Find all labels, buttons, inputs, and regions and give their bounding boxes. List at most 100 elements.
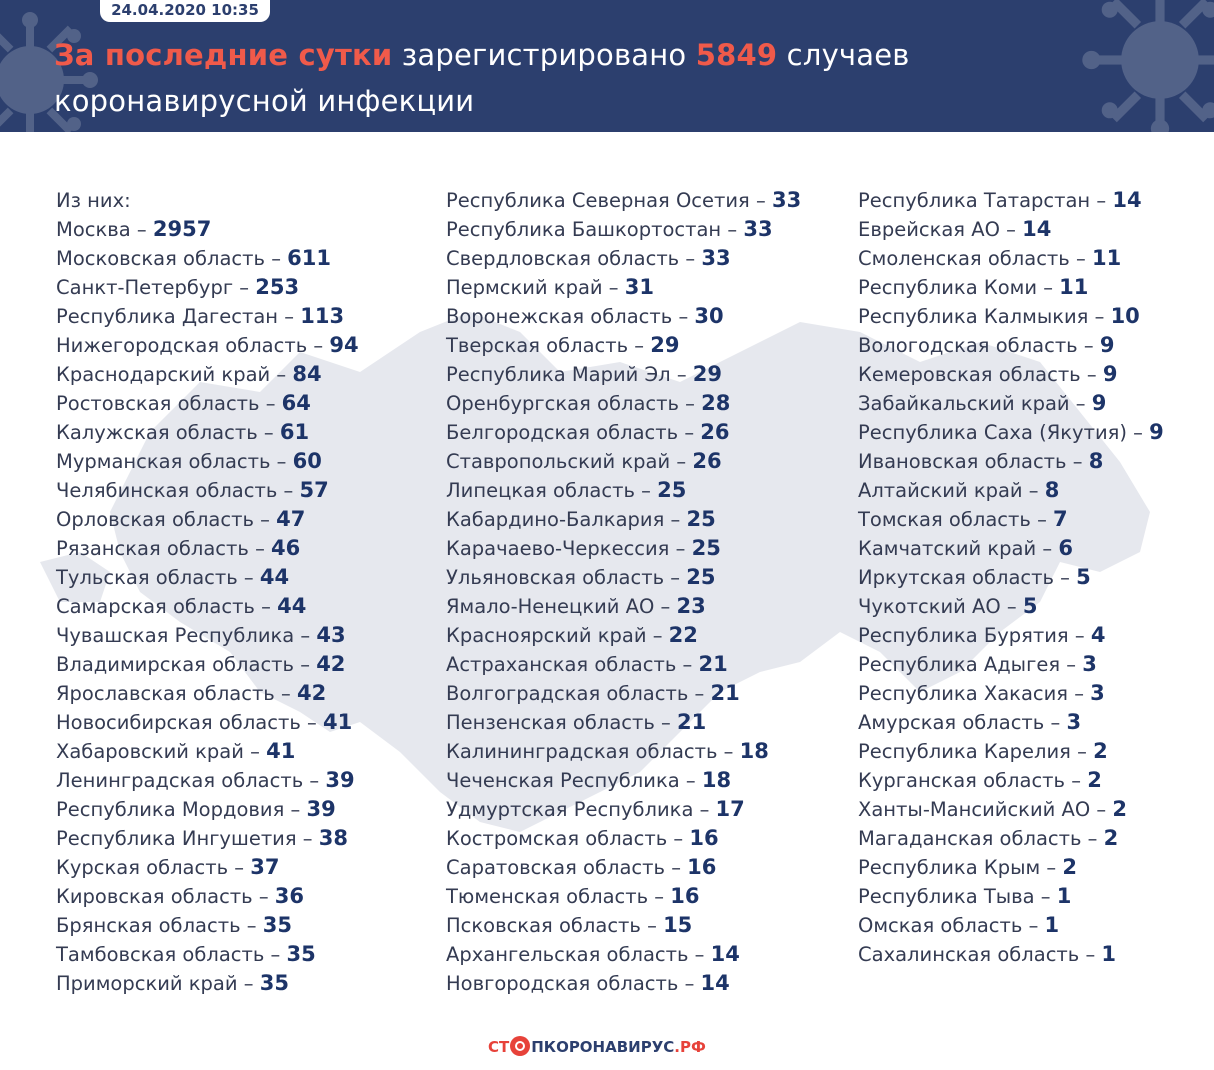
- region-name: Новгородская область: [446, 972, 679, 995]
- case-count: 36: [274, 884, 305, 908]
- case-count: 25: [657, 478, 687, 502]
- region-name: Владимирская область: [56, 653, 295, 676]
- case-count: 33: [743, 217, 773, 241]
- list-item: Курская область – 37: [56, 855, 280, 879]
- case-count: 2: [1087, 768, 1102, 792]
- case-count: 17: [715, 797, 745, 821]
- list-item: Челябинская область – 57: [56, 478, 329, 502]
- list-item: Брянская область – 35: [56, 913, 292, 937]
- region-name: Пермский край: [446, 276, 603, 299]
- region-name: Рязанская область: [56, 537, 249, 560]
- region-name: Республика Дагестан: [56, 305, 279, 328]
- region-name: Республика Мордовия: [56, 798, 285, 821]
- list-item: Еврейская АО – 14: [858, 217, 1052, 241]
- headline-accent: За последние сутки: [54, 38, 393, 72]
- stop-logo-icon: [510, 1036, 531, 1056]
- list-item: Хабаровский край – 41: [56, 739, 296, 763]
- region-name: Республика Коми: [858, 276, 1038, 299]
- region-name: Тюменская область: [446, 885, 649, 908]
- list-item: Республика Татарстан – 14: [858, 188, 1142, 212]
- list-item: Курганская область – 2: [858, 768, 1102, 792]
- region-name: Омская область: [858, 914, 1023, 937]
- region-name: Липецкая область: [446, 479, 635, 502]
- list-item: Калужская область – 61: [56, 420, 310, 444]
- region-name: Тверская область: [446, 334, 629, 357]
- case-count: 46: [271, 536, 301, 560]
- list-item: Республика Крым – 2: [858, 855, 1077, 879]
- region-name: Амурская область: [858, 711, 1045, 734]
- virus-icon: [1082, 0, 1214, 132]
- list-item: Иркутская область – 5: [858, 565, 1091, 589]
- region-name: Калининградская область: [446, 740, 718, 763]
- case-count: 57: [299, 478, 329, 502]
- list-item: Кировская область – 36: [56, 884, 305, 908]
- case-count: 60: [292, 449, 322, 473]
- case-count: 5: [1022, 594, 1038, 618]
- region-name: Томская область: [858, 508, 1031, 531]
- list-item: Оренбургская область – 28: [446, 391, 731, 415]
- list-item: Красноярский край – 22: [446, 623, 698, 647]
- region-name: Смоленская область: [858, 247, 1070, 270]
- case-count: 84: [292, 362, 322, 386]
- list-item: Калининградская область – 18: [446, 739, 769, 763]
- list-item: Новгородская область – 14: [446, 971, 730, 995]
- list-item: Республика Карелия – 2: [858, 739, 1108, 763]
- case-count: 21: [677, 710, 707, 734]
- logo-text-start: СТ: [488, 1038, 510, 1056]
- case-count: 2: [1103, 826, 1119, 850]
- region-name: Московская область: [56, 247, 265, 270]
- region-name: Ямало-Ненецкий АО: [446, 595, 655, 618]
- region-name: Пензенская область: [446, 711, 655, 734]
- case-count: 10: [1110, 304, 1140, 328]
- list-item: Республика Хакасия – 3: [858, 681, 1105, 705]
- region-name: Республика Северная Осетия: [446, 189, 750, 212]
- region-name: Чувашская Республика: [56, 624, 295, 647]
- region-name: Мурманская область: [56, 450, 271, 473]
- region-name: Карачаево-Черкессия: [446, 537, 670, 560]
- list-item: Тамбовская область – 35: [56, 942, 316, 966]
- region-name: Новосибирская область: [56, 711, 301, 734]
- list-item: Ямало-Ненецкий АО – 23: [446, 594, 706, 618]
- region-name: Брянская область: [56, 914, 241, 937]
- case-count: 611: [287, 246, 331, 270]
- case-count: 44: [259, 565, 290, 589]
- region-name: Саратовская область: [446, 856, 665, 879]
- region-name: Кемеровская область: [858, 363, 1081, 386]
- list-item: Мурманская область – 60: [56, 449, 322, 473]
- region-name: Республика Татарстан: [858, 189, 1091, 212]
- list-item: Ярославская область – 42: [56, 681, 327, 705]
- case-count: 3: [1082, 652, 1097, 676]
- list-item: Воронежская область – 30: [446, 304, 724, 328]
- list-item: Костромская область – 16: [446, 826, 719, 850]
- list-item: Ростовская область – 64: [56, 391, 311, 415]
- list-item: Магаданская область – 2: [858, 826, 1119, 850]
- list-item: Ставропольский край – 26: [446, 449, 722, 473]
- case-count: 16: [689, 826, 719, 850]
- list-item: Чеченская Республика – 18: [446, 768, 732, 792]
- region-name: Алтайский край: [858, 479, 1023, 502]
- region-name: Самарская область: [56, 595, 255, 618]
- case-count: 33: [701, 246, 731, 270]
- case-count: 6: [1058, 536, 1073, 560]
- region-name: Приморский край: [56, 972, 238, 995]
- region-name: Еврейская АО: [858, 218, 1000, 241]
- case-count: 47: [276, 507, 306, 531]
- case-count: 26: [700, 420, 730, 444]
- stop-coronavirus-logo: СТ ПКОРОНАВИРУС.РФ: [488, 1032, 748, 1062]
- list-item: Липецкая область – 25: [446, 478, 687, 502]
- list-item: Алтайский край – 8: [858, 478, 1060, 502]
- case-count: 28: [701, 391, 731, 415]
- case-count: 25: [691, 536, 721, 560]
- list-item: Свердловская область – 33: [446, 246, 731, 270]
- list-item: Сахалинская область – 1: [858, 942, 1117, 966]
- region-name: Краснодарский край: [56, 363, 271, 386]
- case-count: 42: [316, 652, 346, 676]
- case-count: 22: [668, 623, 698, 647]
- case-count: 38: [318, 826, 348, 850]
- case-count: 9: [1099, 333, 1115, 357]
- list-item: Пензенская область – 21: [446, 710, 707, 734]
- list-item: Краснодарский край – 84: [56, 362, 322, 386]
- case-count: 16: [670, 884, 700, 908]
- case-count: 18: [701, 768, 732, 792]
- list-item: Кабардино-Балкария – 25: [446, 507, 716, 531]
